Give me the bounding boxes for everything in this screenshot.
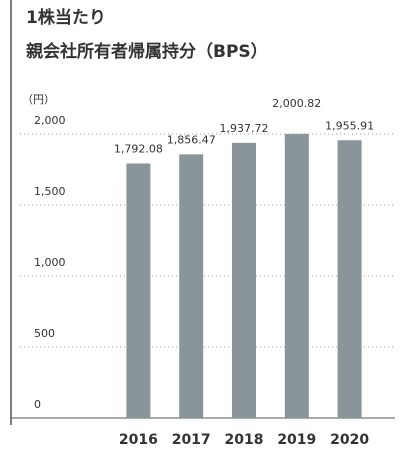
y-tick-label: 1,500 xyxy=(34,185,66,198)
y-tick-label: 500 xyxy=(34,327,55,340)
bar xyxy=(179,154,204,418)
x-tick-label: 2018 xyxy=(225,432,264,448)
y-tick-label: 0 xyxy=(34,398,41,411)
x-tick-label: 2020 xyxy=(330,432,369,448)
y-tick-label: 1,000 xyxy=(34,256,66,269)
chart-title: 1株当たり xyxy=(26,7,106,28)
x-tick-label: 2016 xyxy=(119,432,158,448)
unit-label: （円） xyxy=(22,93,55,106)
bar xyxy=(284,133,309,419)
value-label: 1,937.72 xyxy=(220,122,269,135)
bar xyxy=(232,142,256,419)
value-label: 1,792.08 xyxy=(114,143,163,156)
value-label: 2,000.82 xyxy=(272,97,321,110)
y-tick-label: 2,000 xyxy=(34,114,66,127)
x-tick-label: 2017 xyxy=(172,432,211,448)
x-tick-label: 2019 xyxy=(277,432,316,448)
bar xyxy=(337,140,362,418)
chart-title: 親会社所有者帰属持分（BPS） xyxy=(26,41,268,62)
value-label: 1,856.47 xyxy=(167,133,216,146)
value-label: 1,955.91 xyxy=(325,119,374,132)
bar xyxy=(126,163,151,418)
